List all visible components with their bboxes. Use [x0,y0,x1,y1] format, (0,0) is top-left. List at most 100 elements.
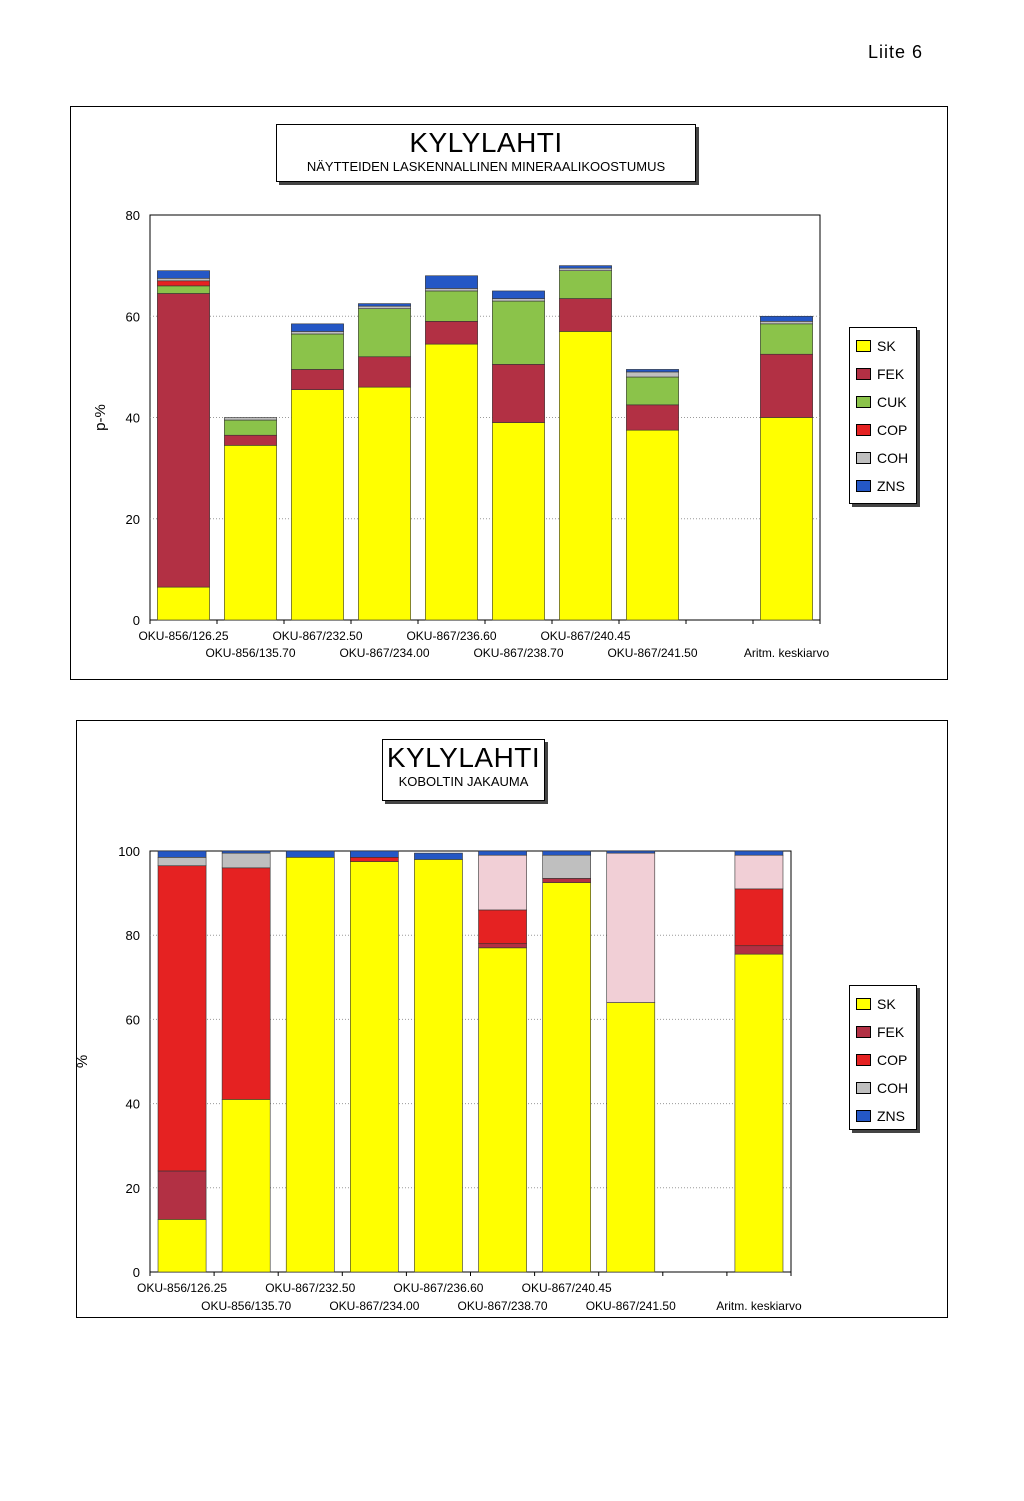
legend-label-cop: COP [877,422,908,438]
bar-segment-fek-7 [542,878,591,883]
bar-segment-zns-6 [478,850,527,856]
legend-label-zns: ZNS [877,478,905,494]
bar-segment-fek-10 [734,945,784,955]
bar-segment-zns-3 [291,323,344,332]
chart-subtitle: KOBOLTIN JAKAUMA [398,774,529,789]
legend-swatch-fek [856,1026,871,1038]
bar-segment-zns-5 [414,852,463,860]
x-tick-label: OKU-856/126.25 [137,1281,227,1295]
bar-segment-coh-1 [157,277,210,282]
bar-segment-cop-6 [478,909,527,944]
x-tick-label: OKU-867/240.45 [522,1281,612,1295]
bar-segment-fek-5 [425,321,478,345]
bar-segment-sk-6 [492,422,545,621]
legend-swatch-coh [856,452,871,464]
bar-segment-coh-2 [221,852,271,869]
y-tick-label: 60 [126,1012,140,1027]
chart-legend: SK FEK CUK COP COH ZNS [849,327,917,504]
x-tick-label: OKU-867/236.60 [393,1281,483,1295]
bar-segment-coh-3 [291,331,344,335]
legend-item-cop: COP [856,420,907,440]
mineral-composition-chart-panel: 0 20 40 60 80 p-% OKU-856/126.25 OKU-856/135.70… [70,106,948,680]
legend-label-fek: FEK [877,366,905,382]
legend-swatch-fek [856,368,871,380]
bar-segment-cuk-3 [291,333,344,370]
bar-segment-cuk-6 [492,300,545,365]
x-tick-label: OKU-867/241.50 [607,646,697,660]
chart-title-box: KYLYLAHTI NÄYTTEIDEN LASKENNALLINEN MINE… [276,124,696,182]
legend-swatch-cop [856,424,871,436]
bar-segment-zns-5 [425,275,478,289]
x-tick-label: OKU-867/240.45 [540,629,630,643]
bar-segment-coh-8 [626,371,679,378]
page-label: Liite 6 [868,42,924,62]
x-tick-label: OKU-867/236.60 [406,629,496,643]
bar-segment-sk-6 [478,947,527,1273]
y-axis-label: % [77,1055,91,1068]
y-tick-label: 60 [126,309,140,324]
chart-subtitle: NÄYTTEIDEN LASKENNALLINEN MINERAALIKOOST… [306,159,666,174]
x-tick-label: OKU-867/232.50 [272,629,362,643]
bar-segment-sk-1 [157,586,210,621]
y-tick-label: 80 [126,208,140,223]
bar-segment-sk-7 [559,331,612,621]
bar-segment-zns-4 [358,303,411,307]
legend-item-coh: COH [856,1078,908,1098]
bar-segment-fek-3 [291,369,344,390]
bar-segment-coh-8 [606,852,656,1003]
y-tick-label: 100 [118,844,140,859]
chart-title-box: KYLYLAHTI KOBOLTIN JAKAUMA [382,739,545,801]
bar-segment-sk-4 [358,386,411,621]
bar-segment-sk-5 [425,343,478,621]
bar-segment-sk-7 [542,882,591,1273]
legend-label-coh: COH [877,1080,909,1096]
bar-segment-cuk-7 [559,270,612,299]
bar-segment-fek-2 [224,434,277,446]
bar-segment-coh-10 [734,854,784,890]
bar-segment-cuk-8 [626,376,679,406]
y-tick-label: 0 [133,613,140,628]
bar-segment-sk-2 [221,1099,271,1273]
bar-segment-fek-8 [626,404,679,431]
bar-segment-sk-4 [350,861,399,1273]
y-tick-label: 20 [126,512,140,527]
bar-segment-fek-1 [157,1170,207,1220]
x-tick-label: OKU-867/238.70 [473,646,563,660]
legend-swatch-cop [856,1054,871,1066]
bar-segment-fek-4 [358,356,411,388]
bar-segment-coh-2 [224,417,277,421]
bar-segment-zns-7 [542,850,591,856]
bar-segment-cop-1 [157,280,210,287]
legend-label-zns: ZNS [877,1108,905,1124]
bar-segment-sk-10 [734,953,784,1273]
x-tick-label: OKU-867/234.00 [329,1299,419,1313]
x-tick-label: OKU-856/135.70 [205,646,295,660]
bar-segment-zns-4 [350,850,399,858]
bar-segment-zns-1 [157,270,210,279]
bar-segment-sk-8 [606,1002,656,1273]
bar-segment-coh-10 [760,321,813,325]
bar-segment-zns-1 [157,850,207,858]
x-tick-label: Aritm. keskiarvo [716,1299,802,1313]
y-tick-label: 20 [126,1181,140,1196]
legend-label-fek: FEK [877,1024,905,1040]
y-tick-label: 0 [133,1265,140,1280]
bar-segment-fek-10 [760,353,813,418]
bar-segment-zns-2 [221,850,271,854]
bar-segment-zns-7 [559,265,612,269]
y-tick-label: 80 [126,928,140,943]
x-tick-label: OKU-856/126.25 [138,629,228,643]
legend-item-fek: FEK [856,1022,904,1042]
bar-segment-cop-4 [350,857,399,862]
bar-segment-cuk-1 [157,285,210,294]
bar-segment-cuk-4 [358,308,411,358]
bar-segment-zns-6 [492,290,545,299]
bar-segment-fek-6 [478,943,527,949]
legend-item-zns: ZNS [856,1106,905,1126]
legend-item-sk: SK [856,336,896,356]
bar-segment-coh-4 [358,305,411,309]
bar-segment-coh-7 [559,267,612,271]
x-tick-label: OKU-867/241.50 [586,1299,676,1313]
bar-segment-zns-3 [285,850,335,858]
mineral-composition-chart: 0 20 40 60 80 p-% OKU-856/126.25 OKU-856/135.70… [92,208,829,660]
